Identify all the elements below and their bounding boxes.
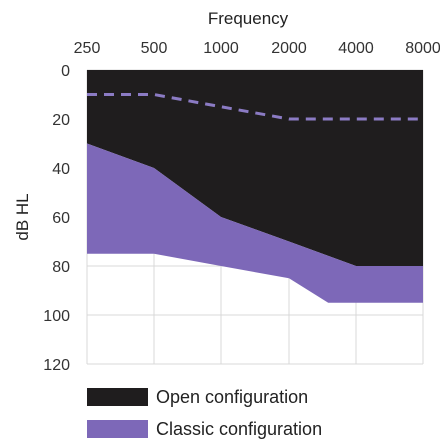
series-area-0	[87, 70, 423, 266]
legend-swatch-1	[87, 420, 148, 438]
legend-swatch-0	[87, 388, 148, 406]
x-tick-label-2: 1000	[203, 40, 239, 57]
y-tick-label-6: 120	[43, 357, 70, 374]
legend: Open configuration Classic configuration	[87, 387, 322, 439]
x-tick-label-3: 2000	[271, 40, 307, 57]
legend-label-0: Open configuration	[156, 387, 308, 407]
axis-layer: Frequency 250 500 1000 2000 4000 8000 0 20 40 60 80…	[13, 9, 440, 374]
x-tick-label-5: 8000	[405, 40, 440, 57]
series-area-1	[87, 143, 423, 303]
y-tick-label-1: 20	[52, 112, 70, 129]
y-tick-label-5: 100	[43, 308, 70, 325]
x-tick-label-4: 4000	[338, 40, 374, 57]
reference-line-layer	[87, 93, 423, 121]
y-axis-title: dB HL	[13, 193, 32, 240]
legend-label-1: Classic configuration	[156, 419, 322, 439]
y-tick-label-4: 80	[52, 259, 70, 276]
y-tick-label-3: 60	[52, 210, 70, 227]
x-tick-label-0: 250	[74, 40, 101, 57]
y-tick-label-0: 0	[61, 63, 70, 80]
x-axis-title: Frequency	[208, 9, 289, 28]
x-tick-label-1: 500	[141, 40, 168, 57]
area-layer	[87, 70, 423, 303]
reference-line	[87, 93, 423, 121]
y-tick-label-2: 40	[52, 161, 70, 178]
